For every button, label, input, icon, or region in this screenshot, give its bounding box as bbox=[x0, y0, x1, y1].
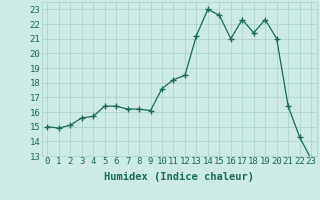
X-axis label: Humidex (Indice chaleur): Humidex (Indice chaleur) bbox=[104, 172, 254, 182]
